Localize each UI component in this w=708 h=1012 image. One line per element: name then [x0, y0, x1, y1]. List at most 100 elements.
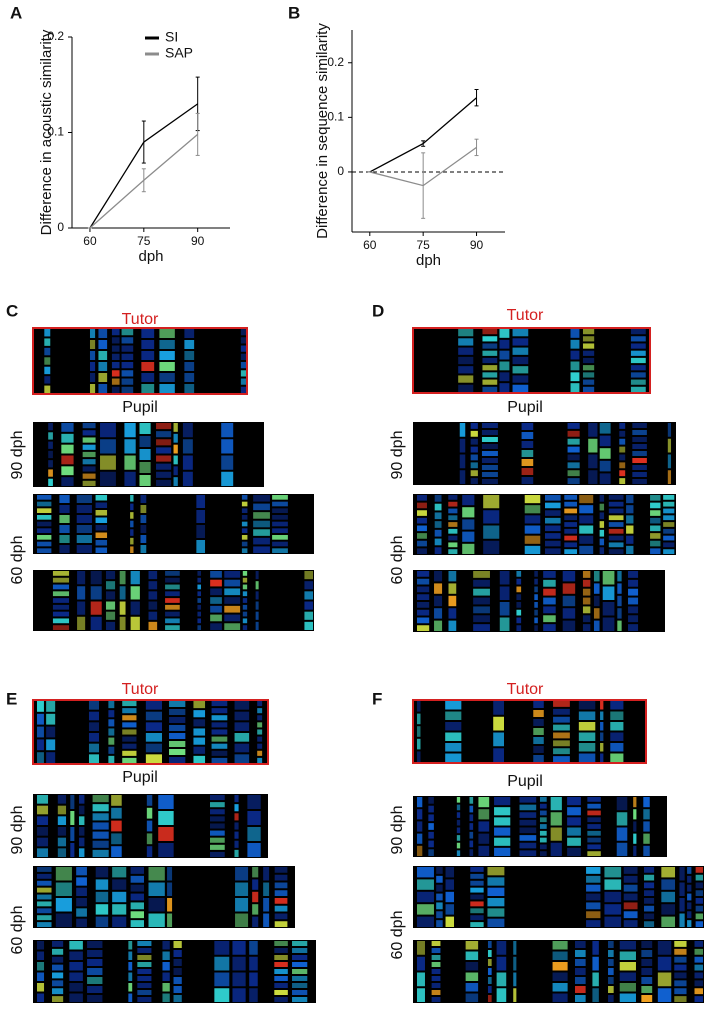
spectrogram-band — [304, 611, 313, 620]
spectrogram-band — [46, 752, 56, 763]
spectrogram-band — [46, 713, 56, 725]
spectrogram-band — [44, 385, 51, 393]
spectrogram-band — [148, 611, 158, 620]
spectrogram-band — [232, 941, 246, 955]
error-bar — [474, 89, 479, 107]
y-tick-label: 0 — [57, 220, 64, 234]
spectrogram-band — [604, 916, 622, 927]
spectrogram-band — [608, 535, 624, 541]
spectrogram-band — [100, 439, 116, 454]
spectrogram-band — [644, 867, 655, 873]
spectrogram-band — [417, 517, 427, 524]
spectrogram-band — [235, 913, 249, 927]
spectrogram-band — [448, 528, 458, 534]
panel-label: A — [10, 3, 22, 22]
spectrogram-band — [78, 837, 85, 847]
spectrogram-band — [417, 578, 430, 585]
spectrogram-band — [37, 951, 45, 960]
spectrogram-band — [253, 546, 270, 553]
spectrogram-band — [661, 891, 676, 903]
spectrogram-band — [304, 571, 313, 580]
spectrogram-band — [224, 597, 241, 604]
spectrogram-band — [252, 916, 259, 927]
spectrogram-band — [417, 502, 427, 509]
spectrogram-band — [234, 733, 250, 742]
spectrogram — [413, 328, 650, 393]
spectrogram-band — [533, 746, 544, 753]
x-tick-label: 60 — [83, 234, 97, 248]
spectrogram-band — [234, 804, 239, 812]
spectrogram-band — [210, 816, 225, 822]
spectrogram-band — [122, 729, 137, 735]
spectrogram-band — [242, 598, 248, 603]
spectrogram-band — [274, 962, 288, 967]
spectrogram-band — [59, 505, 70, 513]
spectrogram-band — [587, 851, 601, 856]
spectrogram-band — [524, 495, 541, 504]
spectrogram-band — [445, 722, 462, 731]
spectrogram-band — [137, 976, 152, 981]
spectrogram-band — [167, 867, 173, 881]
spectrogram-band — [644, 905, 655, 912]
spectrogram-band — [553, 756, 570, 762]
spectrogram-band — [158, 843, 174, 857]
spectrogram-band — [661, 904, 676, 915]
spectrogram-band — [95, 495, 108, 501]
spectrogram-band — [304, 591, 313, 600]
spectrogram-band — [37, 508, 52, 513]
spectrogram-band — [184, 340, 195, 349]
spectrogram-band — [173, 950, 182, 957]
spectrogram-band — [586, 911, 601, 919]
spectrogram-band — [687, 902, 692, 910]
spectrogram-band — [137, 969, 152, 974]
spectrogram-band — [197, 604, 202, 610]
spectrogram-band — [95, 879, 109, 890]
spectrogram-band — [630, 329, 646, 335]
spectrogram-band — [448, 620, 457, 631]
spectrogram-band — [570, 339, 580, 349]
spectrogram-band — [274, 874, 288, 881]
spectrogram-band — [695, 905, 703, 912]
spectrogram-band — [582, 606, 591, 614]
spectrogram-band — [141, 362, 155, 371]
spectrogram-band — [211, 743, 228, 749]
spectrogram-band — [456, 827, 461, 834]
spectrogram-band — [608, 950, 614, 957]
spectrogram-band — [242, 571, 248, 576]
spectrogram-band — [193, 719, 206, 727]
spectrogram-band — [57, 795, 67, 804]
spectrogram-band — [130, 902, 144, 910]
spectrogram-band — [533, 728, 544, 735]
spectrogram-band — [643, 845, 650, 856]
spectrogram-band — [473, 579, 490, 587]
spectrogram-band — [253, 537, 270, 545]
spectrogram-band — [88, 711, 100, 721]
spectrogram-band — [417, 609, 430, 616]
spectrogram-band — [469, 805, 474, 813]
spectrogram-band — [679, 867, 685, 881]
spectrogram-band — [567, 797, 581, 806]
spectrogram-band — [211, 715, 228, 721]
spectrogram-band — [253, 503, 270, 511]
spectrogram-band — [173, 986, 182, 993]
spectrogram-band — [436, 893, 443, 901]
spectrogram-band — [111, 378, 120, 385]
x-axis-label: dph — [416, 252, 441, 269]
spectrogram-band — [539, 844, 547, 850]
spectrogram-band — [608, 986, 614, 993]
spectrogram-band — [513, 972, 517, 987]
age-label: 90 dph — [389, 431, 406, 480]
spectrogram-band — [434, 620, 443, 631]
spectrogram-band — [274, 983, 288, 988]
spectrogram-band — [574, 995, 586, 1002]
spectrogram-band — [482, 357, 498, 364]
spectrogram-band — [587, 817, 601, 823]
spectrogram-band — [674, 964, 687, 971]
spectrogram-band — [87, 968, 103, 975]
spectrogram-band — [128, 941, 133, 950]
spectrogram-band — [95, 502, 108, 508]
spectrogram-band — [417, 525, 427, 532]
spectrogram-band — [197, 598, 202, 603]
panel-label: F — [372, 689, 382, 708]
spectrogram-band — [482, 343, 498, 349]
